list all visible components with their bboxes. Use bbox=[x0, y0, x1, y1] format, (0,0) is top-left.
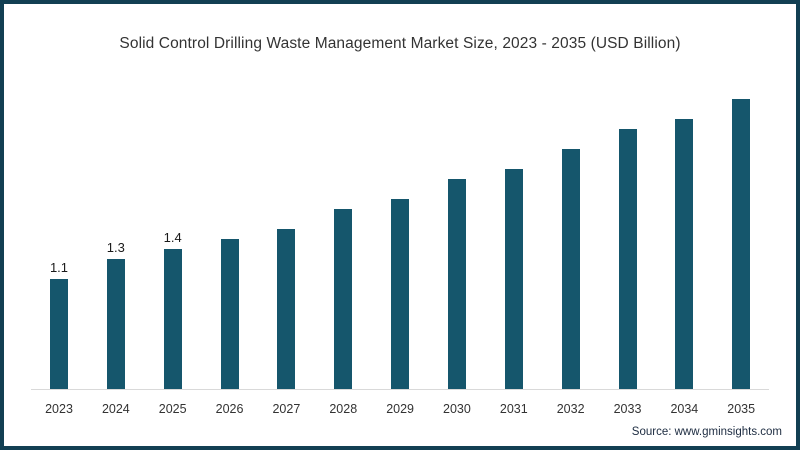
bar-2026 bbox=[220, 239, 239, 389]
x-tick-label-2034: 2034 bbox=[670, 402, 699, 416]
bar-2025 bbox=[163, 249, 182, 389]
bar-2032 bbox=[561, 149, 580, 389]
chart-title: Solid Control Drilling Waste Management … bbox=[119, 35, 681, 52]
bar-value-label-2025: 1.4 bbox=[163, 230, 182, 245]
bar-2034 bbox=[675, 119, 694, 389]
source-attribution: Source: www.gminsights.com bbox=[631, 426, 782, 438]
bar-2035 bbox=[732, 99, 751, 389]
x-tick-label-2031: 2031 bbox=[499, 402, 528, 416]
x-tick-label-2035: 2035 bbox=[727, 402, 756, 416]
bar-2028 bbox=[334, 209, 353, 389]
x-tick-label-2032: 2032 bbox=[556, 402, 585, 416]
x-tick-label-2023: 2023 bbox=[45, 402, 73, 416]
bar-value-label-2024: 1.3 bbox=[106, 240, 125, 255]
x-tick-label-2026: 2026 bbox=[215, 402, 244, 416]
x-tick-label-2033: 2033 bbox=[613, 402, 642, 416]
x-tick-label-2030: 2030 bbox=[443, 402, 471, 416]
bar-2033 bbox=[618, 129, 637, 389]
bar-2030 bbox=[447, 179, 466, 389]
bar-2024 bbox=[106, 259, 125, 389]
x-tick-label-2025: 2025 bbox=[158, 402, 187, 416]
bar-value-label-2023: 1.1 bbox=[49, 260, 69, 275]
bar-2029 bbox=[391, 199, 410, 389]
x-tick-label-2029: 2029 bbox=[386, 402, 414, 416]
bar-2027 bbox=[277, 229, 296, 389]
x-axis-line bbox=[31, 389, 769, 390]
x-tick-label-2028: 2028 bbox=[329, 402, 358, 416]
x-tick-label-2027: 2027 bbox=[272, 402, 301, 416]
bar-2023 bbox=[50, 279, 68, 389]
bar-chart-plot-area: 1.1 2023 1.3 2024 1.4 2025 2026 2027 2028 2029 203… bbox=[4, 4, 796, 446]
x-tick-label-2024: 2024 bbox=[101, 402, 130, 416]
bar-2031 bbox=[504, 169, 523, 389]
